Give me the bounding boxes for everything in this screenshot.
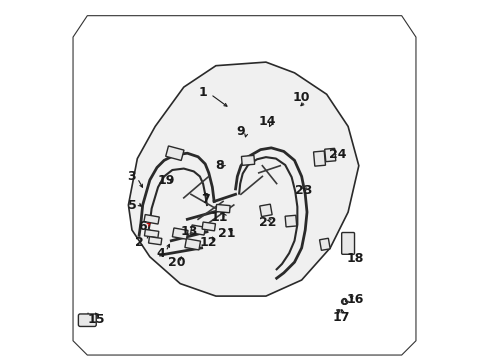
Text: 16: 16 [346,293,363,306]
Text: 24: 24 [328,148,346,162]
Text: 5: 5 [127,198,136,212]
Polygon shape [73,16,415,355]
Text: 13: 13 [180,225,198,238]
Bar [216,204,230,213]
FancyBboxPatch shape [78,314,96,327]
Bar [148,237,162,245]
Bar [319,238,329,250]
Text: 20: 20 [167,256,185,269]
Bar [190,225,205,235]
Text: 11: 11 [210,211,228,224]
Bar [285,215,296,227]
Text: 7: 7 [201,193,209,206]
Text: 23: 23 [294,184,311,197]
Text: 2: 2 [135,236,143,249]
Text: 21: 21 [218,227,235,240]
FancyBboxPatch shape [341,233,354,254]
Bar [172,228,187,239]
Bar [165,146,183,161]
Bar [313,151,325,166]
Polygon shape [128,62,358,296]
Bar [143,215,159,224]
Text: 18: 18 [346,252,363,265]
Bar [241,156,254,165]
Text: 8: 8 [215,159,224,172]
Bar [324,148,335,162]
Text: 3: 3 [127,170,136,183]
Bar [202,222,215,231]
Text: 4: 4 [156,247,164,260]
Bar [259,204,272,217]
Text: 10: 10 [292,91,310,104]
Text: 6: 6 [138,220,147,233]
Text: 9: 9 [236,125,245,138]
Bar [184,239,200,250]
Bar [144,229,159,238]
Text: 1: 1 [199,86,207,99]
Text: 12: 12 [200,236,217,249]
Text: 15: 15 [87,313,105,326]
Text: 14: 14 [259,114,276,127]
Text: 17: 17 [331,311,349,324]
Text: 19: 19 [157,174,174,186]
Text: 22: 22 [259,216,276,229]
